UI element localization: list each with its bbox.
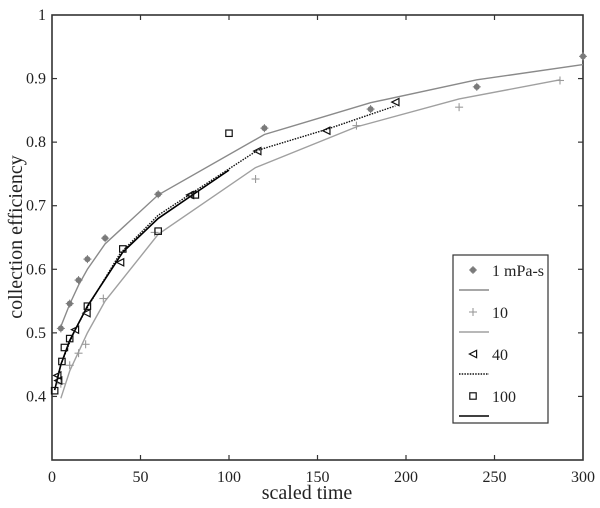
x-axis-ticks: 0 50 100 150 200 250 300	[48, 15, 595, 486]
legend-entry-label: 100	[492, 389, 516, 406]
square-marker-icon	[65, 334, 74, 343]
star-marker-icon	[260, 124, 269, 133]
triangle-left-marker-icon	[468, 349, 478, 359]
star-marker-icon	[74, 276, 83, 285]
triangle-left-marker-icon	[81, 308, 91, 318]
legend-entry-label: 10	[492, 305, 508, 322]
star-marker-icon	[154, 190, 163, 199]
legend-box	[452, 254, 549, 424]
fit-line-10	[60, 79, 561, 399]
plus-marker-icon	[99, 294, 108, 303]
square-marker-icon	[154, 227, 163, 235]
x-tick-label: 100	[217, 469, 241, 486]
fit-line-100	[53, 169, 230, 391]
y-axis-label: collection efficiency	[5, 155, 27, 318]
data-markers	[50, 52, 587, 395]
square-marker-icon	[50, 386, 59, 395]
x-tick-label: 150	[306, 469, 330, 486]
x-tick-label: 0	[48, 469, 56, 486]
x-tick-label: 200	[394, 469, 418, 486]
triangle-left-marker-icon	[115, 257, 125, 267]
plus-marker-icon	[455, 103, 464, 112]
x-tick-label: 250	[483, 469, 507, 486]
fit-lines	[53, 63, 584, 399]
star-marker-icon	[472, 82, 481, 91]
triangle-left-marker-icon	[252, 146, 262, 156]
fit-line-1-mPa-s	[60, 63, 584, 327]
plus-marker-icon	[251, 175, 260, 184]
y-tick-label: 0.4	[26, 388, 46, 405]
triangle-left-marker-icon	[390, 97, 400, 107]
star-marker-icon	[65, 299, 74, 308]
y-tick-label: 0.6	[26, 261, 46, 278]
plus-marker-icon	[469, 308, 477, 316]
y-tick-label: 0.5	[26, 325, 46, 342]
legend-entry-label: 1 mPa-s	[492, 263, 544, 280]
triangle-left-marker-icon	[70, 325, 80, 335]
plus-marker-icon	[81, 340, 90, 349]
star-marker-icon	[101, 234, 110, 243]
triangle-left-marker-icon	[53, 375, 63, 386]
square-marker-icon	[83, 302, 92, 310]
y-tick-label: 0.8	[26, 134, 46, 151]
x-tick-label: 300	[571, 469, 595, 486]
star-marker-icon	[579, 52, 587, 61]
plot-area: 0 50 100 150 200 250 300 0.4 0.5 0.6 0.7 0.8 0.9 1	[26, 7, 595, 486]
triangle-left-marker-icon	[185, 190, 195, 200]
plus-marker-icon	[555, 76, 564, 85]
square-marker-icon	[60, 343, 69, 352]
y-tick-label: 0.9	[26, 71, 46, 88]
plus-marker-icon	[352, 121, 361, 130]
square-marker-icon	[225, 129, 233, 138]
star-marker-icon	[366, 105, 375, 114]
square-marker-icon	[58, 357, 66, 366]
x-tick-label: 50	[133, 469, 149, 486]
plus-marker-icon	[74, 349, 83, 358]
star-marker-icon	[56, 324, 65, 333]
y-axis-ticks: 0.4 0.5 0.6 0.7 0.8 0.9 1	[26, 7, 583, 405]
legend: 1 mPa-s 10 40 100	[452, 254, 549, 424]
triangle-left-marker-icon	[52, 370, 62, 381]
star-marker-icon	[83, 255, 92, 264]
fit-line-40	[56, 105, 396, 378]
triangle-left-marker-icon	[321, 126, 331, 136]
star-marker-icon	[469, 266, 477, 274]
square-marker-icon	[191, 191, 200, 199]
square-marker-icon	[118, 245, 127, 253]
y-tick-label: 0.7	[26, 198, 46, 215]
plus-marker-icon	[65, 361, 74, 370]
y-tick-label: 1	[38, 7, 46, 24]
square-marker-icon	[469, 392, 477, 400]
legend-entry-label: 40	[492, 347, 508, 364]
x-axis-label: scaled time	[262, 482, 353, 503]
